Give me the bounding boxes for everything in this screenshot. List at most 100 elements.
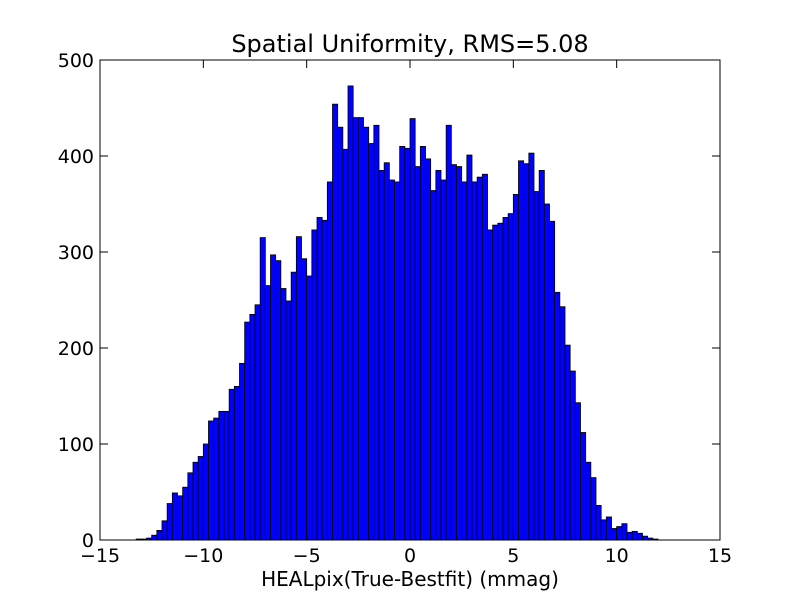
histogram-bar [409,118,416,541]
x-tick-label: −15 [80,545,120,567]
histogram-bar [487,229,494,541]
histogram-bar [228,388,235,541]
histogram-bar [182,486,189,541]
histogram-bar [471,181,478,541]
histogram-bar [580,432,587,541]
histogram-bar [595,505,602,541]
histogram-bar [636,532,643,541]
histogram-bar [456,166,463,541]
histogram-bar [518,160,525,541]
x-tick-labels: −15 −10 −5 0 5 10 15 [80,545,732,567]
histogram-bar [523,163,530,541]
plot-frame [99,59,721,541]
histogram-bar [249,313,256,541]
x-tick-label: 10 [605,545,629,567]
histogram-bar [213,417,220,541]
histogram-bar [301,258,308,541]
histogram-bar [270,254,277,541]
x-tick-label: 5 [507,545,519,567]
histogram-bar [332,103,339,541]
histogram-bar [347,85,354,541]
histogram-bar [543,203,550,541]
histogram-bar [404,147,411,541]
histogram-bar [223,410,230,541]
histogram-bar [363,126,370,541]
histogram-bar [642,535,649,541]
histogram-bar [430,190,437,541]
histogram-bar [264,285,271,541]
histogram-bar [373,124,380,541]
histogram-bar [295,236,302,541]
histogram-bar [197,456,204,541]
histogram-bar [497,222,504,541]
histogram-bar [554,291,561,541]
histogram-bar [564,344,571,541]
histogram-bar [549,220,556,541]
histogram-bar [275,260,282,541]
chart-title: Spatial Uniformity, RMS=5.08 [231,30,588,58]
x-axis-label: HEALpix(True-Bestfit) (mmag) [261,567,559,591]
y-tick-label: 200 [58,338,94,360]
histogram-bar [383,162,390,541]
histogram-bar [254,304,261,541]
histogram-bar [507,213,514,541]
histogram-bar [290,271,297,541]
x-tick-label: 15 [708,545,732,567]
histogram-bar [533,191,540,541]
histogram-bar [492,224,499,541]
histogram-bar [171,492,178,541]
histogram-bar [450,164,457,541]
histogram-bar [476,176,483,541]
histogram-bar [388,179,395,541]
histogram-bar [425,158,432,541]
histogram-bar [192,461,199,541]
histogram-bar [461,181,468,541]
histogram-bar [187,472,194,541]
y-tick-label: 300 [58,242,94,264]
histogram-bar [177,495,184,541]
histogram-bar [151,534,158,541]
histogram-bar [352,117,359,541]
y-tick-labels: 0 100 200 300 400 500 [58,50,94,552]
histogram-bar [440,179,447,541]
histogram-bar [311,229,318,541]
histogram-bar [326,181,333,541]
y-tick-label: 100 [58,434,94,456]
histogram-bar [218,410,225,541]
histogram-bar [394,181,401,541]
histogram-bar [445,124,452,541]
histogram-bar [512,193,519,541]
histogram-bar [631,530,638,541]
histogram-bar [156,530,163,541]
histogram-bar [590,477,597,541]
histogram-bar [357,117,364,541]
histogram-bar [244,321,251,541]
histogram-bar [419,145,426,541]
histogram-bar [574,402,581,541]
histogram-bars [135,85,659,541]
x-tick-label: −10 [183,545,223,567]
histogram-bar [208,420,215,541]
histogram-bar [600,519,607,541]
y-tick-label: 500 [58,50,94,72]
histogram-bar [280,288,287,541]
histogram-bar [626,531,633,541]
histogram-bar [435,169,442,541]
histogram-bar [166,503,173,541]
y-tick-label: 400 [58,146,94,168]
y-tick-label: 0 [82,530,94,552]
histogram-bar [414,166,421,541]
x-tick-label: −5 [293,545,321,567]
histogram-bar [306,275,313,541]
histogram-bar [621,523,628,541]
histogram-bar [233,385,240,541]
histogram-bar [259,237,266,541]
histogram-bar [316,217,323,541]
histogram-bar [285,300,292,541]
histogram-bar [321,219,328,541]
histogram-bar [585,461,592,541]
histogram-bar [337,126,344,541]
histogram-bar [378,169,385,541]
histogram-bar [605,516,612,541]
